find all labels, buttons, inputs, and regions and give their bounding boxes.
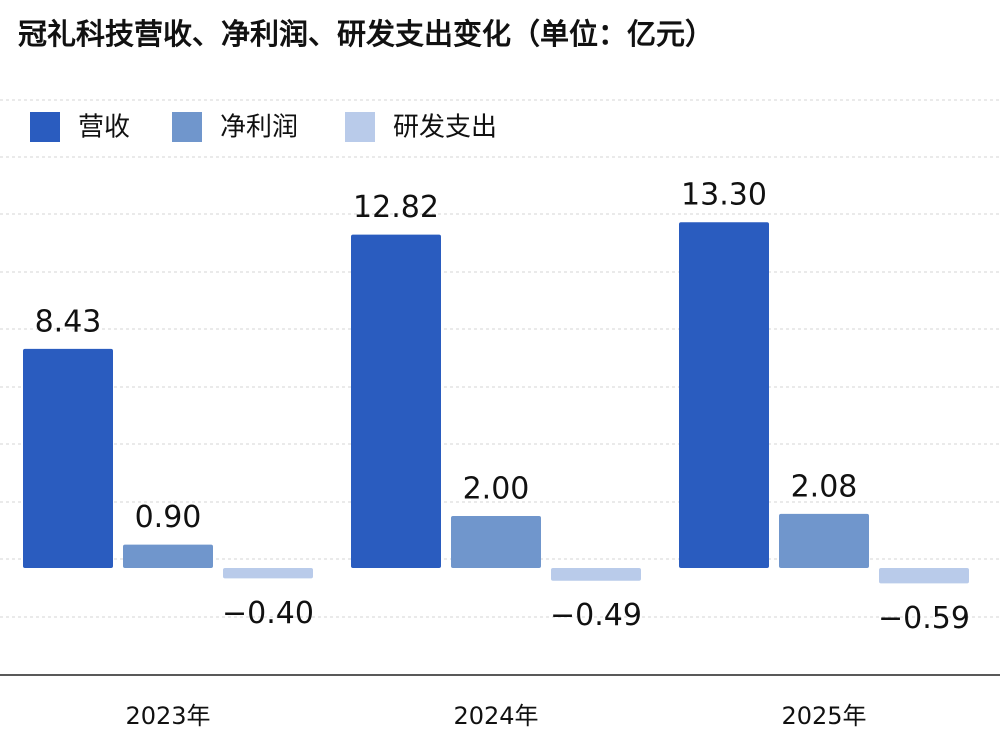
value-label: 2.00: [463, 472, 530, 507]
legend-swatch: [345, 112, 375, 142]
bar: [779, 513, 869, 568]
bar: [879, 568, 969, 584]
value-label: −0.49: [550, 598, 642, 633]
value-label: −0.59: [878, 601, 970, 636]
value-label: 0.90: [135, 500, 202, 535]
legend-label: 营收: [78, 113, 130, 143]
bar: [551, 568, 641, 581]
bar: [351, 234, 441, 568]
x-tick-label: 2025年: [781, 702, 866, 730]
bar: [23, 348, 113, 568]
legend-label: 净利润: [220, 113, 298, 143]
legend-label: 研发支出: [393, 113, 497, 143]
bar: [451, 516, 541, 568]
grid-decoration: [0, 99, 1000, 676]
x-tick-label: 2024年: [453, 702, 538, 730]
x-tick-label: 2023年: [125, 702, 210, 730]
value-label: −0.40: [222, 596, 314, 631]
value-label: 2.08: [791, 469, 858, 504]
bar: [679, 222, 769, 568]
value-label: 13.30: [681, 178, 767, 213]
bar: [123, 544, 213, 568]
value-label: 12.82: [353, 190, 439, 225]
legend-swatch: [30, 112, 60, 142]
value-label: 8.43: [35, 304, 102, 339]
legend-swatch: [172, 112, 202, 142]
bar: [223, 568, 313, 579]
chart-title: 冠礼科技营收、净利润、研发支出变化（单位：亿元）: [18, 17, 714, 51]
